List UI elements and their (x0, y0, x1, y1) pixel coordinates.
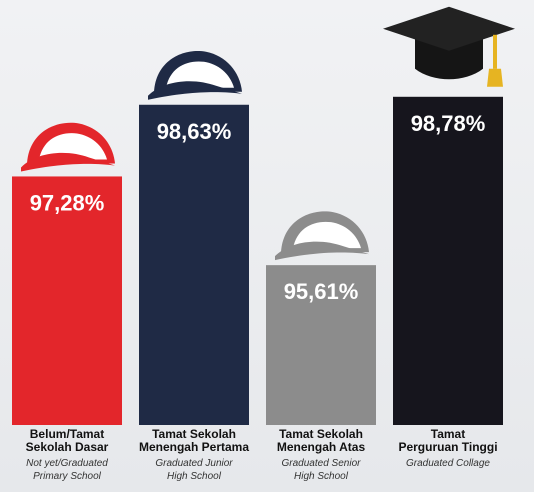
cap-part (415, 38, 483, 80)
cap-part (275, 241, 369, 261)
value-label: 98,63% (157, 119, 232, 144)
category-line: Menengah Atas (276, 440, 366, 454)
translation-line: Graduated Senior (281, 458, 361, 469)
cap-part (293, 221, 361, 249)
translation-line: Primary School (33, 471, 101, 482)
category-line: Tamat (430, 427, 466, 441)
category-label-group: Belum/Tamat Sekolah Dasar Not yet/Graduate… (2, 428, 132, 483)
category-line: Sekolah Dasar (25, 440, 109, 454)
translation-line: High School (294, 471, 348, 482)
category-label: Tamat Sekolah Menengah Atas (256, 428, 386, 454)
translation-line: High School (167, 471, 221, 482)
category-label: Tamat Sekolah Menengah Pertama (129, 428, 259, 454)
category-label: Tamat Perguruan Tinggi (383, 428, 513, 454)
value-label: 98,78% (411, 111, 486, 136)
cap-part (166, 61, 234, 88)
category-label: Belum/Tamat Sekolah Dasar (2, 428, 132, 454)
category-translation: Not yet/Graduated Primary School (2, 457, 132, 483)
value-label: 97,28% (30, 190, 105, 215)
cap-icon (275, 211, 369, 261)
cap-part (39, 133, 107, 160)
translation-line: Not yet/Graduated (26, 458, 108, 469)
cap-part (148, 81, 242, 100)
category-label-group: Tamat Sekolah Menengah Pertama Graduated J… (129, 428, 259, 483)
category-translation: Graduated Collage (383, 457, 513, 470)
category-label-group: Tamat Sekolah Menengah Atas Graduated Seni… (256, 428, 386, 483)
category-line: Tamat Sekolah (279, 427, 363, 441)
cap-icon (21, 122, 115, 172)
category-line: Menengah Pertama (138, 440, 250, 454)
category-label-group: Tamat Perguruan Tinggi Graduated Collage (383, 428, 513, 470)
cap-part (493, 34, 497, 69)
category-line: Belum/Tamat (29, 427, 105, 441)
category-translation: Graduated Senior High School (256, 457, 386, 483)
bar (393, 96, 503, 425)
translation-line: Graduated Junior (155, 458, 233, 469)
value-label: 95,61% (284, 279, 359, 304)
translation-line: Graduated Collage (406, 458, 490, 469)
category-translation: Graduated Junior High School (129, 457, 259, 483)
category-line: Perguruan Tinggi (398, 440, 498, 454)
bar (139, 104, 249, 425)
cap-part (21, 152, 115, 172)
graduation-cap-icon (383, 6, 515, 87)
cap-icon (148, 51, 242, 100)
cap-part (383, 6, 515, 51)
bar (12, 176, 122, 425)
category-line: Tamat Sekolah (152, 427, 236, 441)
bar (266, 265, 376, 425)
cap-part (487, 68, 503, 87)
